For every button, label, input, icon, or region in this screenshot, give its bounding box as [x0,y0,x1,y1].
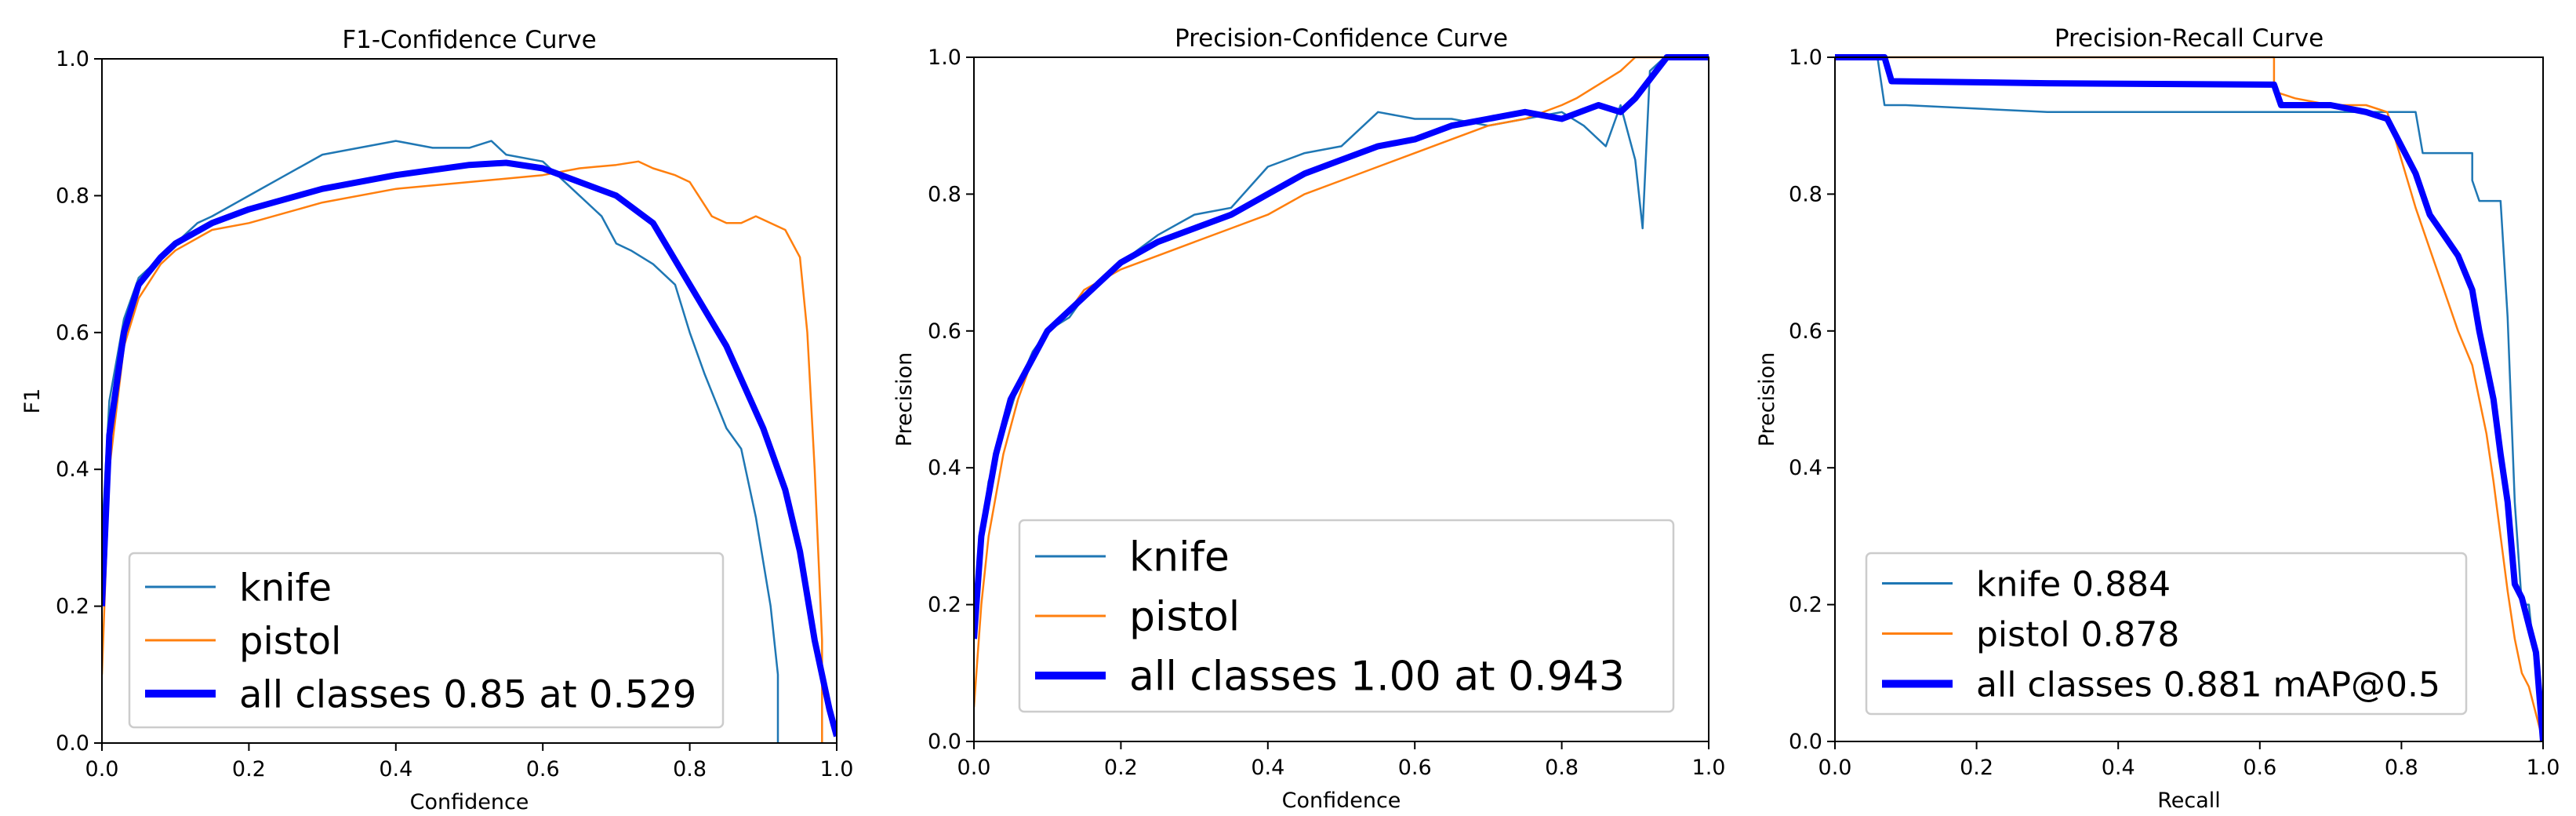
y-axis-label: F1 [20,388,45,414]
x-axis-label: Confidence [410,790,529,814]
y-tick-label: 0.0 [1789,730,1822,754]
x-tick-label: 0.0 [85,757,119,781]
y-tick-label: 0.0 [928,730,961,754]
series-line-all [974,54,1709,639]
legend-label-all: all classes 1.00 at 0.943 [1129,654,1625,701]
x-tick-label: 0.8 [1545,756,1579,780]
y-tick-label: 0.6 [56,321,89,345]
axes-frame [973,56,1709,742]
legend-box [1865,552,2468,716]
series-line-all [1835,54,2543,742]
x-axis-label: Recall [2157,789,2221,813]
legend-label-knife: knife [1129,534,1230,581]
y-tick-label: 0.4 [56,457,89,482]
legend-label-knife: knife 0.884 [1976,564,2171,604]
axes-frame [101,58,837,744]
legend-label-all: all classes 0.85 at 0.529 [239,672,696,716]
x-tick-label: 0.2 [1960,756,1993,780]
x-tick-label: 0.0 [1818,756,1852,780]
series-line-pistol [974,56,1709,708]
y-tick-label: 0.4 [1789,456,1822,480]
series-line-knife [1835,56,2543,742]
y-axis-label: Precision [1755,352,1779,446]
chart-panel-3: Precision-Recall Curve 0.0 0.2 0.4 0.6 0.8 1.0… [1755,24,2560,813]
y-tick-label: 0.2 [1789,593,1822,617]
y-tick-label: 1.0 [928,46,961,70]
y-tick-label: 0.8 [1789,182,1822,206]
x-tick-label: 0.2 [1104,756,1138,780]
legend-label-knife: knife [239,566,332,610]
chart-panel-1: F1-Confidence Curve 0.0 0.2 0.4 0.6 0.8 1.0 0.0… [20,26,853,814]
y-tick-label: 0.4 [928,456,961,480]
axes-frame [1834,56,2544,742]
chart-title: F1-Confidence Curve [342,26,596,54]
x-tick-label: 0.0 [957,756,991,780]
x-tick-label: 1.0 [1692,756,1726,780]
y-tick-label: 0.2 [56,595,89,619]
y-tick-label: 0.8 [928,182,961,206]
x-tick-label: 0.2 [232,757,266,781]
x-tick-label: 0.6 [1398,756,1432,780]
legend: knife 0.884 pistol 0.878 all classes 0.881… [1865,552,2468,716]
x-tick-label: 0.8 [2385,756,2418,780]
legend-label-pistol: pistol [1129,594,1240,641]
x-tick-label: 1.0 [2527,756,2560,780]
x-tick-label: 0.6 [526,757,560,781]
chart-title: Precision-Confidence Curve [1175,24,1508,53]
x-tick-label: 0.4 [1251,756,1284,780]
series-line-all [102,159,837,738]
y-tick-label: 1.0 [1789,46,1822,70]
series-line-pistol [102,160,823,743]
x-tick-label: 0.6 [2243,756,2276,780]
y-tick-label: 0.6 [1789,319,1822,344]
y-tick-label: 0.6 [928,319,961,344]
x-axis-label: Confidence [1282,789,1401,813]
chart-title: Precision-Recall Curve [2055,24,2323,53]
x-tick-label: 1.0 [820,757,854,781]
chart-panel-2: Precision-Confidence Curve 0.0 0.2 0.4 0.6 0.… [892,24,1725,813]
y-tick-label: 0.8 [56,184,89,208]
series-layer [974,54,1709,708]
legend-box [1018,519,1675,713]
y-tick-label: 0.2 [928,593,961,617]
x-tick-label: 0.4 [379,757,412,781]
legend: knife pistol all classes 0.85 at 0.529 [128,552,725,729]
x-tick-label: 0.8 [673,757,707,781]
legend-label-all: all classes 0.881 mAP@0.5 [1976,665,2440,705]
series-layer [102,140,837,743]
legend-label-pistol: pistol [239,619,341,663]
series-layer [1835,54,2543,742]
legend-label-pistol: pistol 0.878 [1976,614,2179,654]
y-tick-label: 1.0 [56,47,89,71]
y-tick-label: 0.0 [56,731,89,756]
legend: knife pistol all classes 1.00 at 0.943 [1018,519,1675,713]
y-axis-label: Precision [892,352,917,446]
legend-box [128,552,725,729]
x-tick-label: 0.4 [2102,756,2135,780]
